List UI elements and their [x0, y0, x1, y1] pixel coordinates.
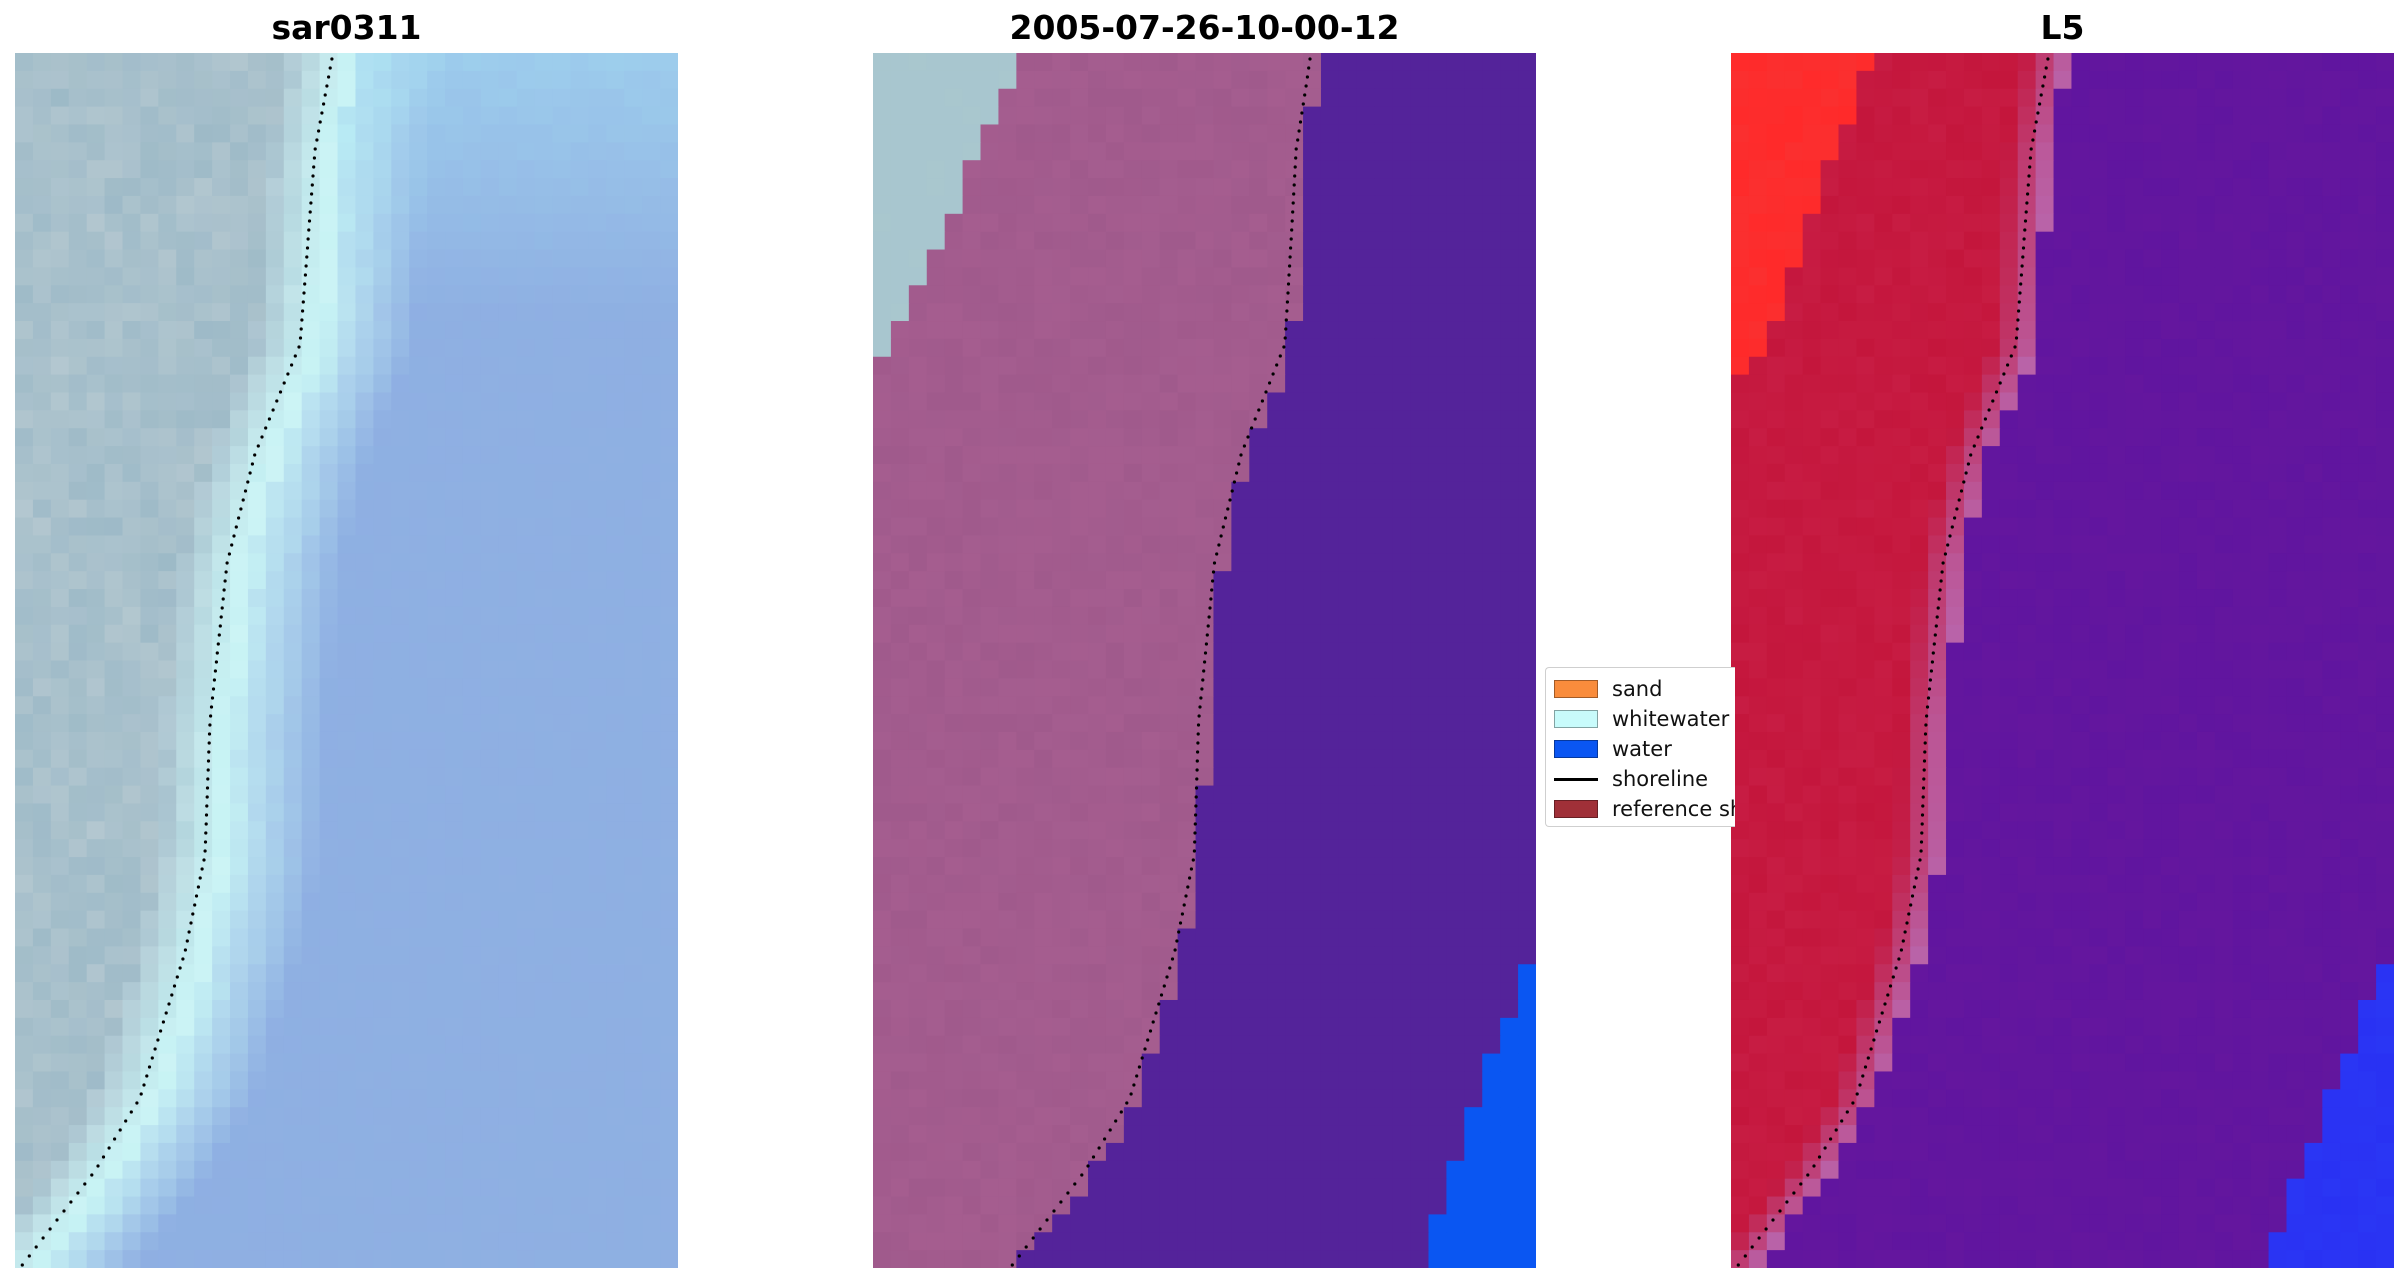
shoreline-line-sample	[1554, 777, 1598, 781]
legend-label: sand	[1612, 677, 1663, 701]
panel-title-false-color: L5	[2040, 8, 2085, 47]
rgb-image	[15, 53, 678, 1268]
rgb-image-panel	[15, 53, 678, 1268]
legend-item-water: water	[1554, 735, 1672, 763]
legend-label: reference shoreline	[1612, 797, 1735, 821]
sand-swatch	[1554, 680, 1598, 698]
reference-shoreline-swatch	[1554, 800, 1598, 818]
shoreline-dots	[1736, 57, 2050, 1267]
classified-image	[873, 53, 1536, 1268]
whitewater-swatch	[1554, 710, 1598, 728]
legend-label: shoreline	[1612, 767, 1709, 791]
water-swatch	[1554, 740, 1598, 758]
classified-image-panel	[873, 53, 1536, 1268]
panel-title-classified: 2005-07-26-10-00-12	[1009, 8, 1400, 47]
legend: sand whitewater water shoreline referenc…	[1545, 667, 1735, 827]
legend-item-shoreline: shoreline	[1554, 765, 1708, 793]
legend-label: water	[1612, 737, 1672, 761]
legend-item-reference-shoreline: reference shoreline	[1554, 795, 1735, 823]
false-color-image	[1731, 53, 2394, 1268]
shoreline-dots	[20, 57, 334, 1267]
legend-item-sand: sand	[1554, 675, 1662, 703]
legend-label: whitewater	[1612, 707, 1730, 731]
shoreline-dots	[1010, 57, 1312, 1267]
panel-title-rgb: sar0311	[271, 8, 422, 47]
legend-item-whitewater: whitewater	[1554, 705, 1729, 733]
false-color-image-panel	[1731, 53, 2394, 1268]
